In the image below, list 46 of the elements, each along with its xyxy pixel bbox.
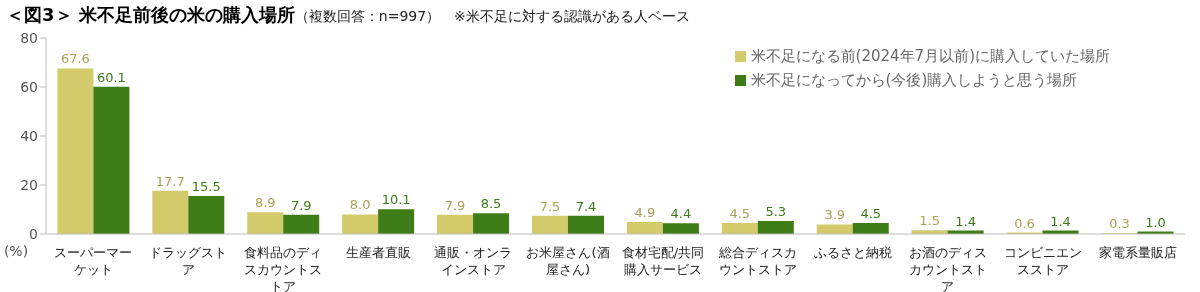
- legend-label: 米不足になる前(2024年7月以前)に購入していた場所: [750, 46, 1110, 67]
- x-tick-label: お酒のディスカウントストア: [907, 244, 988, 292]
- y-tick-label: 60: [20, 78, 38, 95]
- data-label: 1.4: [1050, 213, 1071, 229]
- data-label: 8.0: [349, 197, 371, 213]
- data-label: 17.7: [155, 173, 185, 189]
- x-tick-label: 生産者直販: [344, 244, 412, 261]
- data-label: 0.6: [1014, 215, 1035, 231]
- data-label: 15.5: [191, 179, 221, 195]
- x-tick-label: 通販・オンラインストア: [433, 244, 514, 278]
- y-tick-label: 0: [29, 225, 38, 242]
- x-tick-label: 食材宅配/共同購入サービス: [620, 244, 705, 278]
- data-label: 1.4: [955, 213, 976, 229]
- data-label: 3.9: [824, 207, 846, 223]
- data-label: 10.1: [381, 192, 411, 208]
- y-tick-label: 80: [20, 29, 38, 46]
- data-label: 67.6: [60, 51, 90, 67]
- data-label: 4.4: [670, 206, 692, 222]
- data-label: 1.0: [1145, 214, 1166, 230]
- data-label: 0.3: [1109, 216, 1130, 232]
- x-tick-label: ふるさと納税: [812, 244, 893, 261]
- legend-label: 米不足になってから(今後)購入しようと思う場所: [750, 70, 1078, 91]
- x-tick-label: スーパーマーケット: [53, 244, 134, 278]
- data-label: 60.1: [96, 69, 126, 85]
- chart-subtitle: （複数回答：n=997） ※米不足に対する認識がある人ベース: [294, 8, 690, 24]
- data-label: 7.9: [444, 197, 466, 213]
- data-label: 7.4: [575, 198, 597, 214]
- chart-title: ＜図3＞ 米不足前後の米の購入場所: [6, 4, 295, 25]
- x-tick-label: 総合ディスカウントストア: [717, 244, 798, 278]
- data-label: 4.9: [634, 204, 656, 220]
- x-tick-label: お米屋さん(酒屋さん): [526, 244, 611, 278]
- data-label: 8.9: [254, 195, 276, 211]
- data-label: 7.5: [539, 198, 561, 214]
- y-tick-label: 20: [20, 176, 38, 193]
- x-tick-label: 家電系量販店: [1097, 244, 1178, 261]
- x-tick-label: 食料品のディスカウントストア: [243, 244, 324, 292]
- data-label: 4.5: [860, 205, 882, 221]
- x-tick-label: ドラッグストア: [148, 244, 229, 278]
- data-label: 5.3: [765, 204, 787, 220]
- x-tick-label: コンビニエンスストア: [1002, 244, 1083, 278]
- data-label: 7.9: [290, 197, 312, 213]
- data-label: 8.5: [480, 196, 502, 212]
- y-axis-title: (%): [3, 243, 29, 259]
- data-label: 1.5: [919, 213, 940, 229]
- y-tick-label: 40: [20, 127, 38, 144]
- data-label: 4.5: [729, 205, 751, 221]
